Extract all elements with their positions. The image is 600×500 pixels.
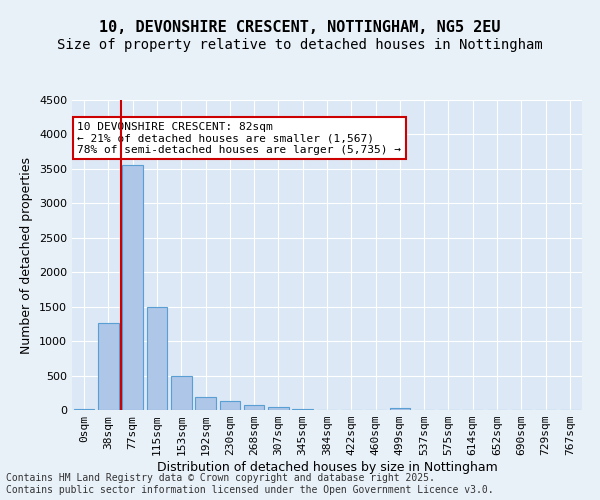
- Bar: [389, 408, 410, 410]
- Bar: [220, 400, 240, 410]
- Bar: [146, 308, 167, 410]
- Text: 10 DEVONSHIRE CRESCENT: 82sqm
← 21% of detached houses are smaller (1,567)
78% o: 10 DEVONSHIRE CRESCENT: 82sqm ← 21% of d…: [77, 122, 401, 155]
- Bar: [292, 409, 313, 410]
- Bar: [122, 165, 143, 410]
- Text: Size of property relative to detached houses in Nottingham: Size of property relative to detached ho…: [57, 38, 543, 52]
- Y-axis label: Number of detached properties: Number of detached properties: [20, 156, 34, 354]
- Bar: [171, 376, 191, 410]
- X-axis label: Distribution of detached houses by size in Nottingham: Distribution of detached houses by size …: [157, 461, 497, 474]
- Text: 10, DEVONSHIRE CRESCENT, NOTTINGHAM, NG5 2EU: 10, DEVONSHIRE CRESCENT, NOTTINGHAM, NG5…: [99, 20, 501, 35]
- Bar: [268, 407, 289, 410]
- Bar: [98, 322, 119, 410]
- Bar: [195, 398, 216, 410]
- Bar: [244, 405, 265, 410]
- Text: Contains HM Land Registry data © Crown copyright and database right 2025.
Contai: Contains HM Land Registry data © Crown c…: [6, 474, 494, 495]
